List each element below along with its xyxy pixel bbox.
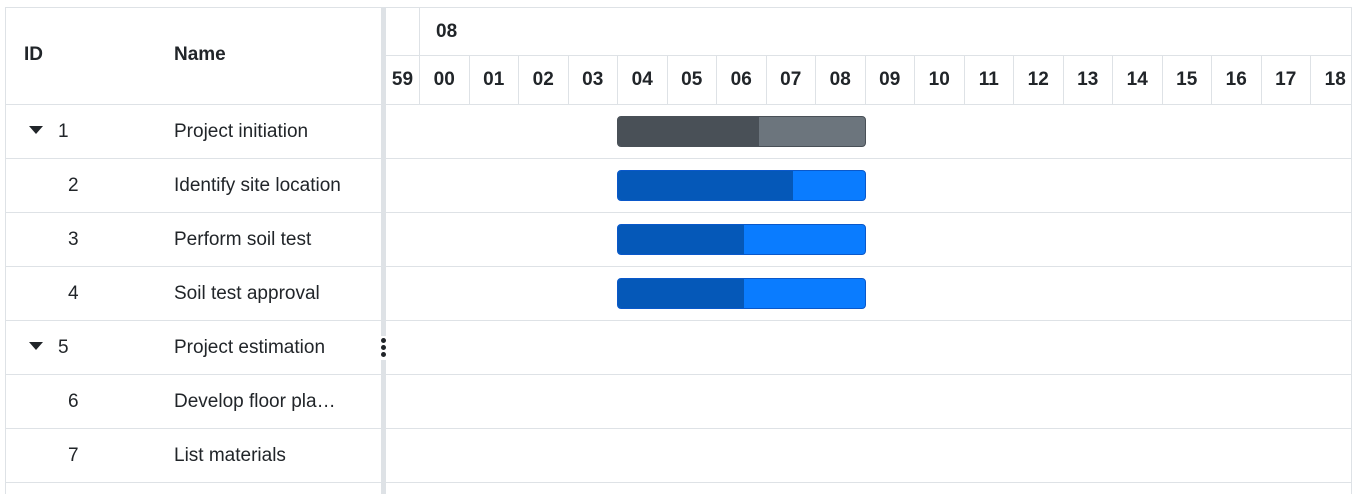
- task-bar[interactable]: [617, 224, 866, 255]
- hour-label: 02: [519, 56, 569, 104]
- hour-label: 08: [816, 56, 866, 104]
- hour-label: 06: [717, 56, 767, 104]
- task-bar[interactable]: [617, 278, 866, 309]
- grid-row[interactable]: 3 Perform soil test: [6, 213, 381, 267]
- grid-header: ID Name: [6, 8, 381, 105]
- timeline-top-tier: 08: [386, 8, 1351, 56]
- task-progress: [618, 171, 793, 200]
- cell-name: Identify site location: [174, 175, 341, 196]
- hour-label: 16: [1212, 56, 1262, 104]
- hour-label: 59: [386, 56, 420, 104]
- column-header-name[interactable]: Name: [174, 44, 226, 65]
- hour-label: 14: [1113, 56, 1163, 104]
- caret-down-icon[interactable]: [29, 126, 43, 134]
- hour-label: 17: [1262, 56, 1311, 104]
- caret-down-icon[interactable]: [29, 342, 43, 350]
- cell-name: Project initiation: [174, 121, 309, 142]
- pane-splitter[interactable]: [381, 8, 386, 494]
- hour-label: 05: [668, 56, 717, 104]
- chart-row: [386, 213, 1351, 267]
- hour-label: 04: [618, 56, 668, 104]
- vertical-dots-icon[interactable]: [379, 336, 388, 360]
- chart-row: [386, 105, 1351, 159]
- task-bar[interactable]: [617, 170, 866, 201]
- chart-row: [386, 267, 1351, 321]
- tree-grid: ID Name 1 Project initiation 2 Identify sit…: [6, 8, 381, 494]
- timeline-header: 08 59 00 01 02 03 04 05 06 07 08 09 10 11 12 13 14 15 16 1…: [386, 8, 1351, 105]
- hour-label: 13: [1064, 56, 1113, 104]
- cell-id: 1: [58, 121, 69, 142]
- hour-label: 03: [569, 56, 618, 104]
- grid-row[interactable]: 4 Soil test approval: [6, 267, 381, 321]
- cell-name: Soil test approval: [174, 283, 320, 304]
- cell-name: List materials: [174, 445, 286, 466]
- hour-label: 11: [965, 56, 1014, 104]
- column-header-id[interactable]: ID: [24, 44, 43, 65]
- cell-id: 3: [68, 229, 79, 250]
- hour-label: 01: [470, 56, 519, 104]
- cell-id: 7: [68, 445, 79, 466]
- grid-row[interactable]: 1 Project initiation: [6, 105, 381, 159]
- cell-name: Perform soil test: [174, 229, 312, 250]
- cell-id: 4: [68, 283, 79, 304]
- hour-label: 15: [1163, 56, 1212, 104]
- hour-label: 18: [1311, 56, 1351, 104]
- grid-row[interactable]: 2 Identify site location: [6, 159, 381, 213]
- cell-id: 5: [58, 337, 69, 358]
- cell-id: 6: [68, 391, 79, 412]
- hour-label: 00: [420, 56, 470, 104]
- grid-row[interactable]: 5 Project estimation: [6, 321, 381, 375]
- hour-label: 12: [1014, 56, 1064, 104]
- chart-row: [386, 321, 1351, 375]
- task-progress: [618, 225, 744, 254]
- hour-label: 10: [915, 56, 965, 104]
- task-progress: [618, 279, 744, 308]
- cell-name: Project estimation: [174, 337, 326, 358]
- hour-label: 07: [767, 56, 816, 104]
- cell-id: 2: [68, 175, 79, 196]
- chart-row: [386, 429, 1351, 483]
- gantt-chart: ID Name 1 Project initiation 2 Identify sit…: [5, 7, 1352, 494]
- chart-pane: 08 59 00 01 02 03 04 05 06 07 08 09 10 11 12 13 14 15 16 1…: [386, 8, 1351, 494]
- summary-task-bar[interactable]: [617, 116, 866, 147]
- grid-row[interactable]: 6 Develop floor pla…: [6, 375, 381, 429]
- chart-row: [386, 159, 1351, 213]
- hour-label: 09: [866, 56, 915, 104]
- task-progress: [618, 117, 759, 146]
- chart-row: [386, 375, 1351, 429]
- grid-row[interactable]: 7 List materials: [6, 429, 381, 483]
- top-tier-label: 08: [436, 21, 458, 42]
- cell-name: Develop floor pla…: [174, 391, 336, 412]
